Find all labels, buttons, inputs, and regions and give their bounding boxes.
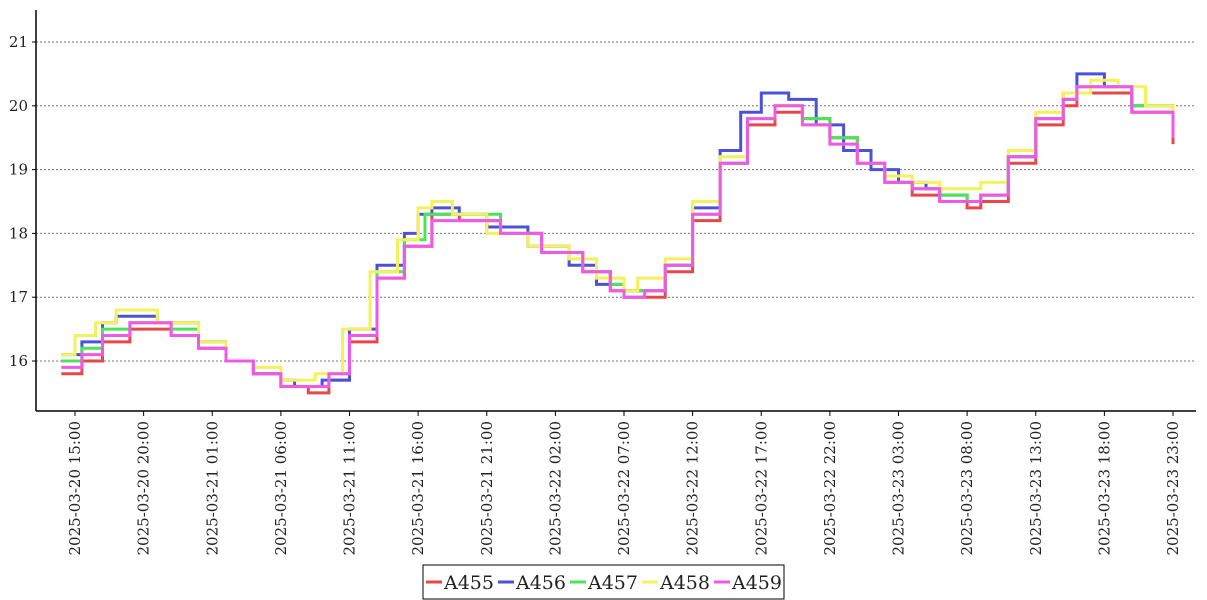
legend-label: A458: [659, 572, 710, 594]
x-tick-label: 2025-03-20 20:00: [135, 421, 153, 555]
y-tick-label: 20: [9, 97, 28, 115]
y-tick-labels: 16 17 18 19 20 21: [9, 33, 36, 370]
x-tick-label: 2025-03-23 13:00: [1027, 421, 1045, 555]
x-tick-label: 2025-03-22 17:00: [752, 421, 770, 555]
x-tick-label: 2025-03-21 06:00: [272, 421, 290, 555]
series-line-a455: [61, 91, 1175, 395]
legend-label: A456: [515, 572, 566, 594]
x-tick-label: 2025-03-22 07:00: [615, 421, 633, 555]
y-tick-label: 16: [9, 352, 28, 370]
x-tick-label: 2025-03-21 16:00: [409, 421, 427, 555]
x-tick-label: 2025-03-20 15:00: [66, 421, 84, 555]
series-line-a456: [61, 72, 1175, 388]
y-tick-label: 18: [9, 224, 28, 242]
x-tick-label: 2025-03-22 12:00: [684, 421, 702, 555]
series-lines: [61, 72, 1175, 395]
axes: [35, 10, 1196, 412]
legend-label: A455: [443, 572, 494, 594]
series-line-a457: [61, 85, 1175, 388]
x-tick-label: 2025-03-21 21:00: [478, 421, 496, 555]
x-tick-label: 2025-03-21 11:00: [341, 421, 359, 555]
series-line-a459: [61, 85, 1175, 388]
y-tick-label: 21: [9, 33, 28, 51]
x-tick-label: 2025-03-21 01:00: [203, 421, 221, 555]
x-tick-label: 2025-03-22 22:00: [821, 421, 839, 555]
y-tick-label: 19: [9, 161, 28, 179]
x-tick-label: 2025-03-23 18:00: [1095, 421, 1113, 555]
legend-label: A457: [587, 572, 638, 594]
legend-label: A459: [731, 572, 782, 594]
x-tick-labels: 2025-03-20 15:00 2025-03-20 20:00 2025-03-…: [66, 411, 1182, 555]
y-tick-label: 17: [9, 288, 28, 306]
x-tick-label: 2025-03-23 08:00: [958, 421, 976, 555]
x-tick-label: 2025-03-23 23:00: [1164, 421, 1182, 555]
series-line-a458: [61, 78, 1175, 382]
x-tick-label: 2025-03-23 03:00: [890, 421, 908, 555]
x-tick-label: 2025-03-22 02:00: [546, 421, 564, 555]
gridlines: [36, 41, 1196, 362]
legend: A455 A456 A457 A458 A459: [422, 564, 785, 600]
